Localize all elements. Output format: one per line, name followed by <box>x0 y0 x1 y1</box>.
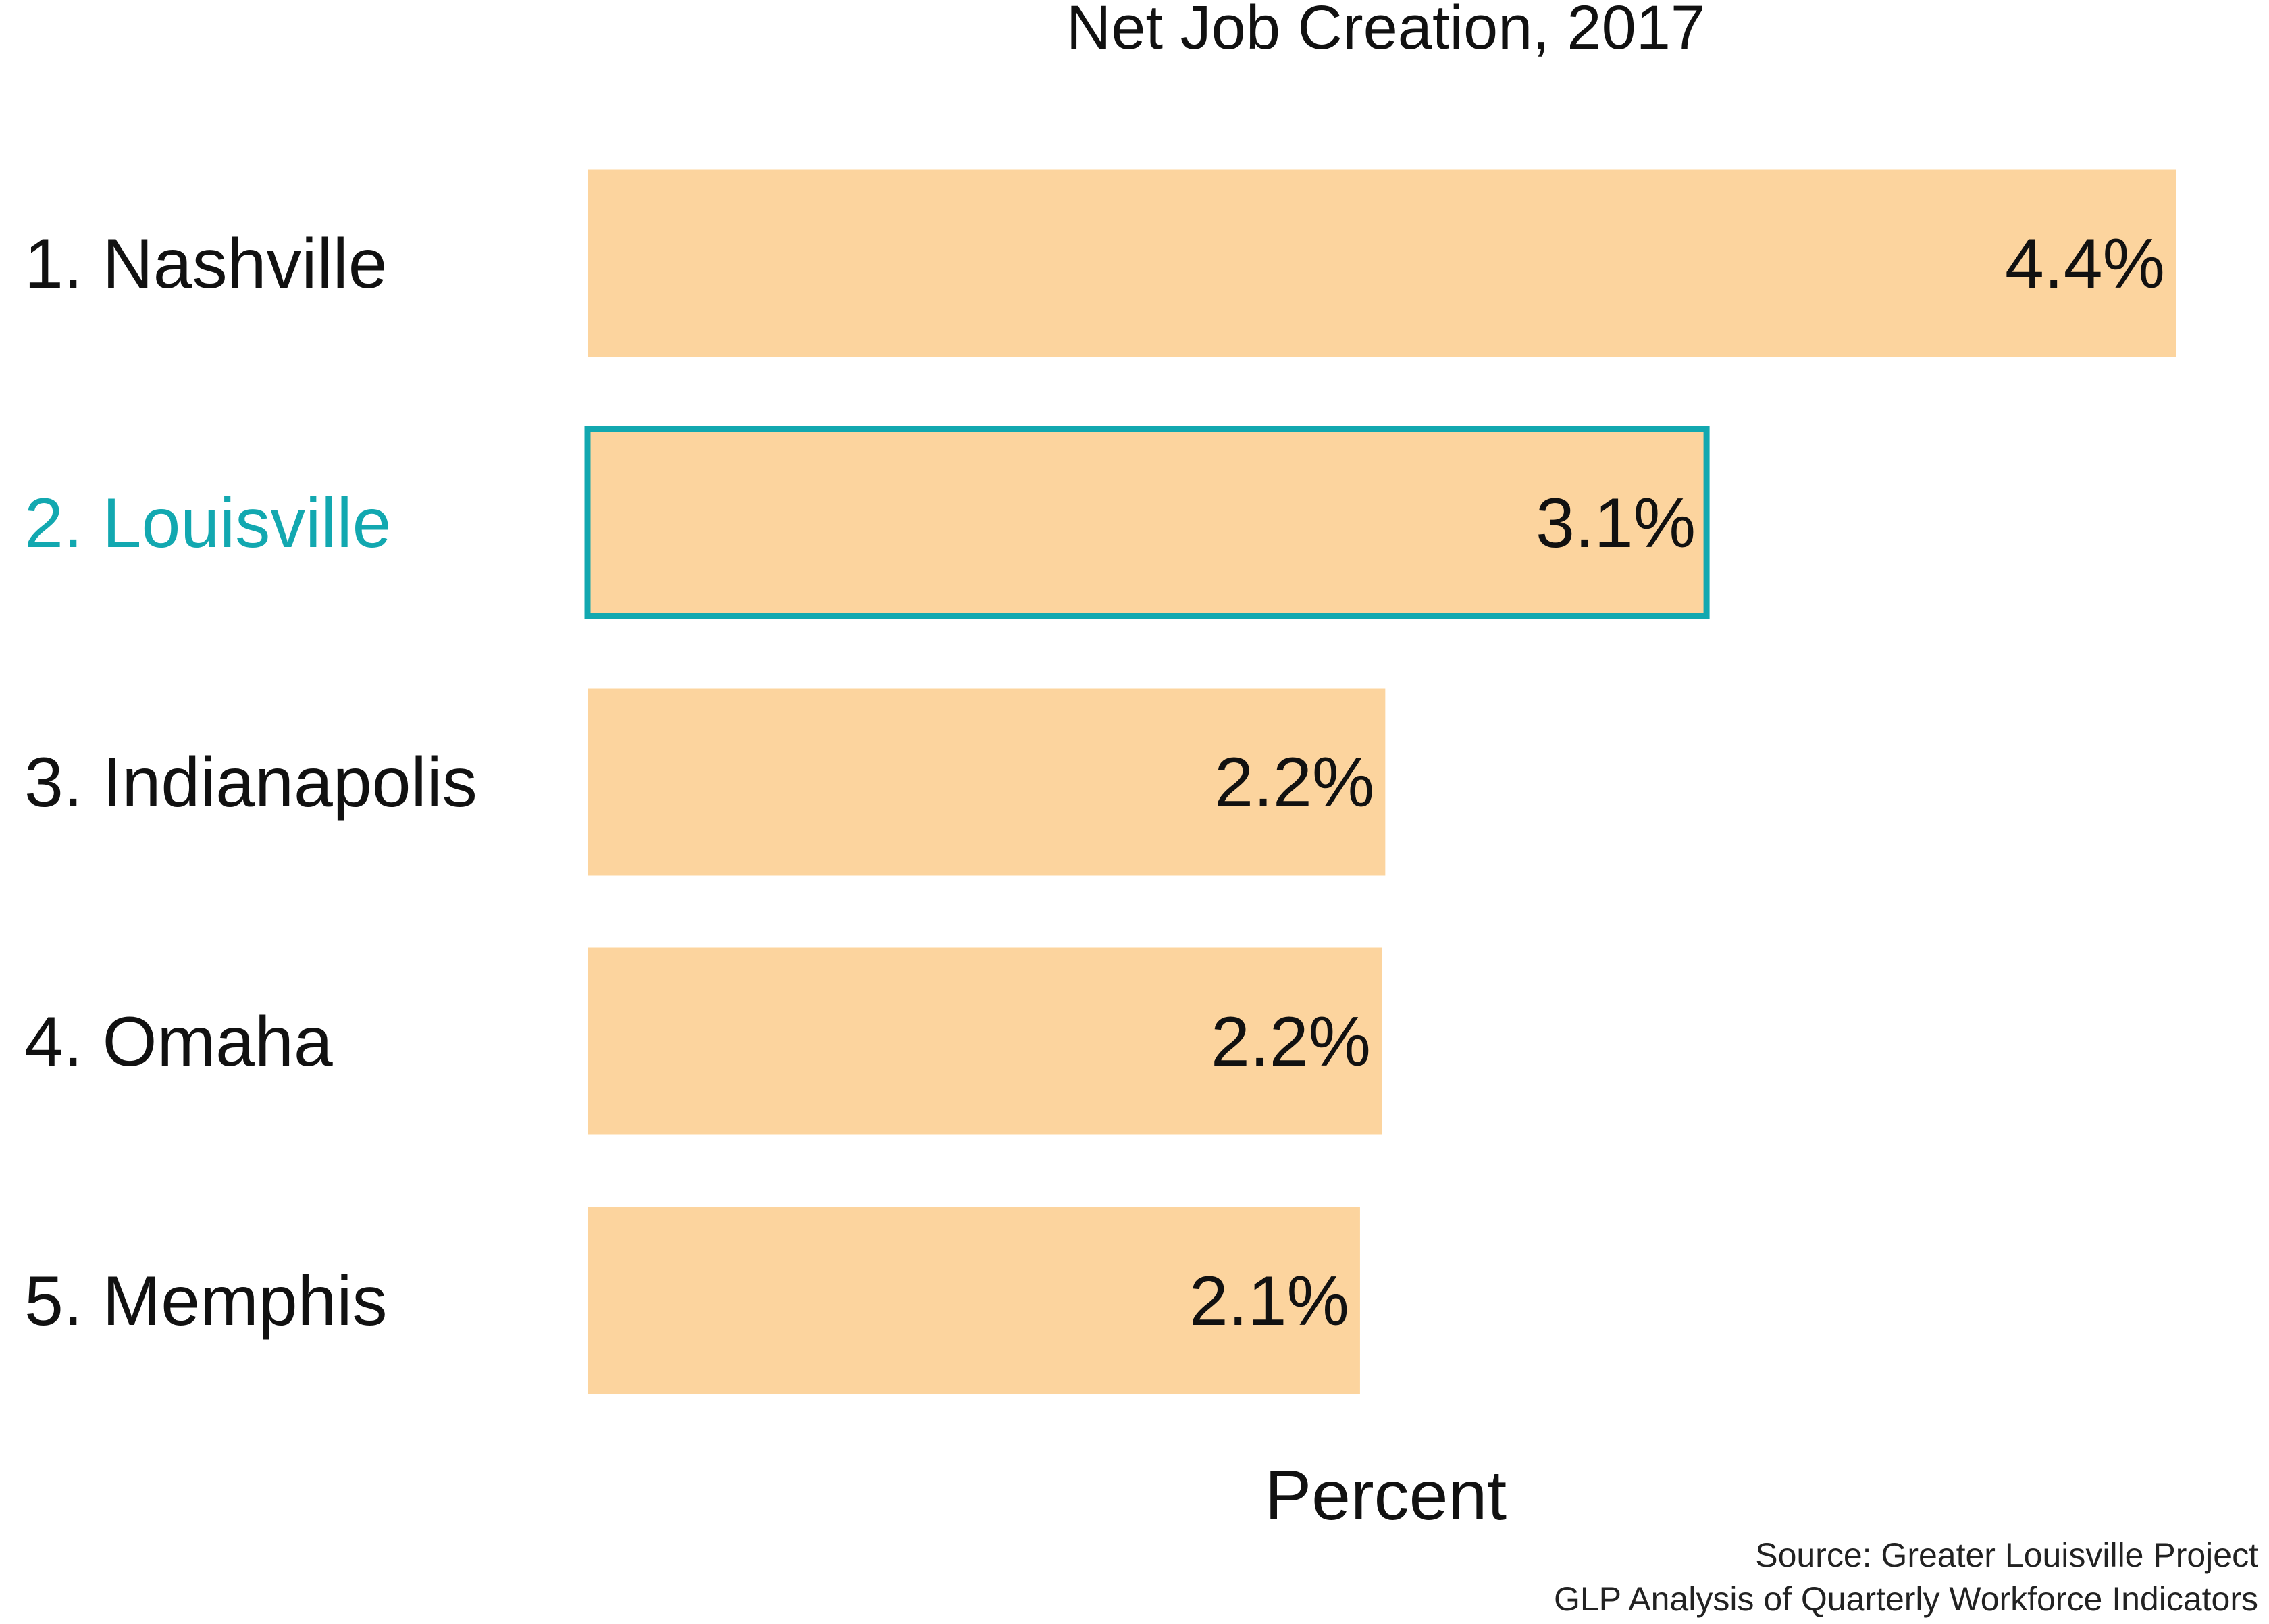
category-label-3: 3. Indianapolis <box>24 743 477 822</box>
source-text: Source: Greater Louisville Project <box>1755 1536 2258 1574</box>
source-detail-text: GLP Analysis of Quarterly Workforce Indi… <box>1554 1580 2258 1618</box>
bar-2 <box>584 426 1710 619</box>
x-axis-label: Percent <box>1265 1457 1507 1535</box>
bars-group <box>584 169 2176 1394</box>
value-labels-group: 4.4% 3.1% 2.2% 2.2% 2.1% <box>1189 225 2165 1340</box>
chart-title: Net Job Creation, 2017 <box>1066 0 1705 62</box>
bar-1 <box>588 169 2176 357</box>
bar-value-label-1: 4.4% <box>2005 225 2165 303</box>
category-label-4: 4. Omaha <box>24 1003 333 1081</box>
bar-5 <box>588 1207 1360 1394</box>
bar-value-label-5: 2.1% <box>1189 1262 1349 1340</box>
category-label-2: 2. Louisville <box>24 484 391 562</box>
bar-value-label-3: 2.2% <box>1214 743 1374 822</box>
bar-3 <box>588 688 1386 876</box>
category-label-1: 1. Nashville <box>24 225 388 303</box>
category-label-5: 5. Memphis <box>24 1262 388 1340</box>
category-labels-group: 1. Nashville 2. Louisville 3. Indianapolis… <box>24 225 477 1340</box>
bar-4 <box>588 947 1382 1135</box>
bar-value-label-2: 3.1% <box>1536 484 1696 562</box>
bar-value-label-4: 2.2% <box>1211 1003 1371 1081</box>
